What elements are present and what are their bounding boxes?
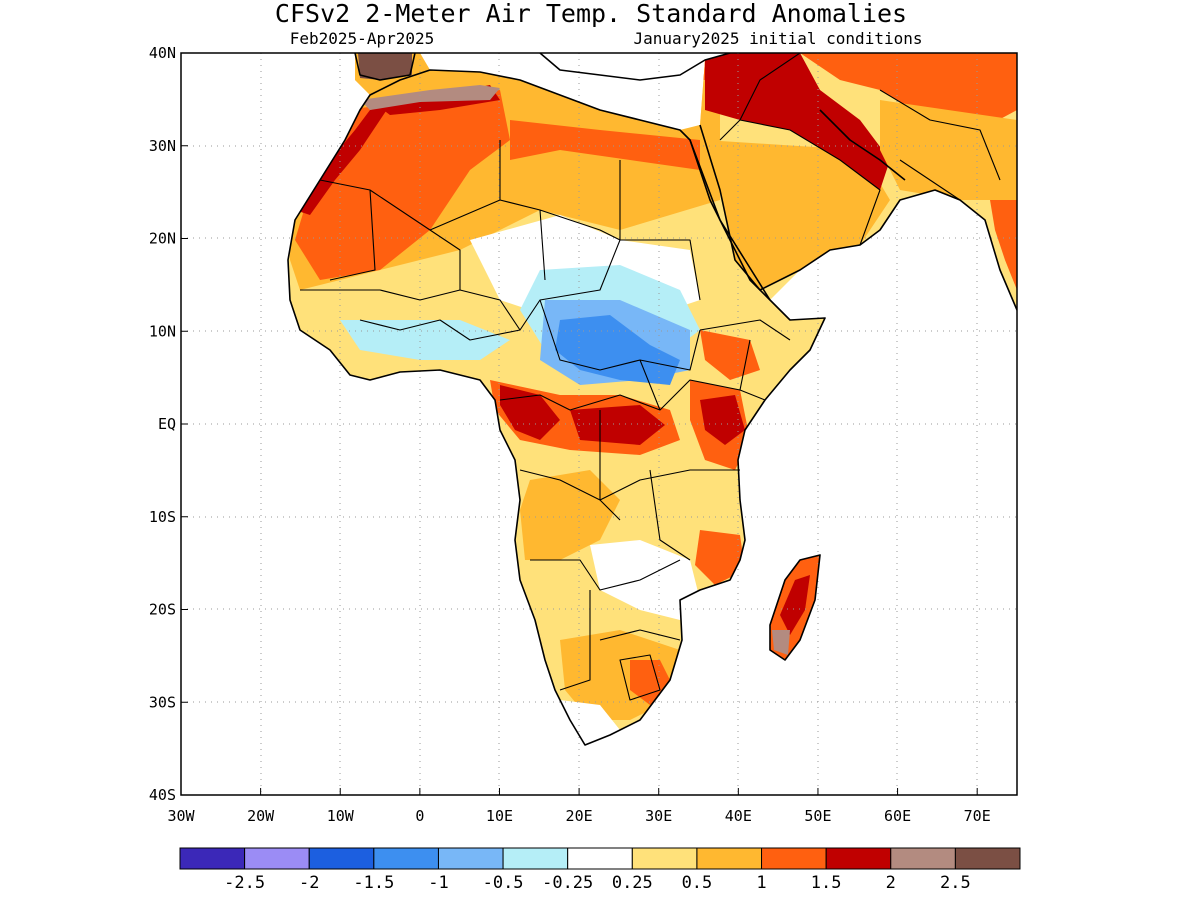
lon-tick-label: 40E — [725, 807, 752, 825]
region-east-africa-red — [700, 395, 745, 445]
region-northwest-darkbrown — [358, 53, 412, 80]
region-west-africa-cool — [340, 320, 510, 360]
colorbar-swatch — [437, 847, 504, 870]
region-sahel-cooler — [555, 315, 680, 385]
lat-tick-label: 40S — [149, 786, 176, 804]
mediterranean-coast — [354, 53, 731, 81]
colorbar-swatch — [825, 847, 892, 870]
colorbar-label: -2 — [299, 873, 319, 893]
region-persia-orange — [880, 100, 1017, 200]
gridlines — [181, 53, 1017, 795]
colorbar-label: 1.5 — [811, 873, 842, 893]
lat-tick-label: 20S — [149, 601, 176, 619]
region-middle-east-red — [705, 53, 890, 190]
lon-tick-label: 70E — [964, 807, 991, 825]
region-madagascar-red — [780, 575, 810, 635]
lat-tick-label: 30S — [149, 693, 176, 711]
region-west-coast-red — [295, 105, 390, 215]
lon-tick-label: 30W — [167, 807, 195, 825]
lon-tick-label: 10E — [486, 807, 513, 825]
colorbar-swatch — [308, 847, 375, 870]
colorbar-swatch — [179, 847, 246, 870]
colorbar-label: -0.5 — [483, 873, 524, 893]
region-mozambique-warm — [695, 530, 745, 585]
lon-tick-label: 0 — [415, 807, 424, 825]
region-congo-red — [500, 385, 665, 445]
country-borders — [300, 53, 1001, 701]
red-sea-coast — [689, 139, 771, 301]
forecast-period: Feb2025-Apr2025 — [290, 29, 435, 48]
page-title: CFSv2 2-Meter Air Temp. Standard Anomali… — [275, 0, 907, 28]
colorbar-label: -2.5 — [224, 873, 265, 893]
lon-tick-label: 50E — [804, 807, 831, 825]
lon-tick-label: 10W — [327, 807, 355, 825]
colorbar-swatch — [761, 847, 827, 870]
region-southern-africa-white — [590, 540, 700, 620]
latitude-axis: 40N 30N 20N 10N EQ 10S 20S 30S 40S — [149, 44, 188, 804]
region-libya-egypt-warm — [510, 120, 700, 170]
madagascar-coastline — [769, 554, 821, 661]
colorbar-label: 1 — [756, 873, 766, 893]
arabia-coastline — [699, 124, 1017, 311]
colorbar-swatch — [502, 847, 569, 870]
persian-gulf — [819, 109, 906, 181]
colorbar-label: 0.25 — [612, 873, 653, 893]
colorbar-swatch — [954, 847, 1021, 870]
lat-tick-label: 20N — [149, 230, 176, 248]
lat-tick-label: 40N — [149, 44, 176, 62]
colorbar-swatch — [696, 847, 763, 870]
lon-tick-label: 30E — [645, 807, 672, 825]
region-southern-africa-orange — [520, 470, 620, 560]
region-madagascar-brown — [772, 630, 790, 655]
colorbar-label: 2 — [886, 873, 896, 893]
lat-tick-label: 30N — [149, 137, 176, 155]
initial-conditions: January2025 initial conditions — [634, 29, 923, 48]
colorbar-swatch — [244, 847, 310, 870]
region-arabia-orange — [705, 140, 890, 290]
lon-tick-label: 20W — [247, 807, 275, 825]
lat-tick-label: 10S — [149, 508, 176, 526]
colorbar: -2.5 -2 -1.5 -1 -0.5 -0.25 0.25 0.5 1 1.5 2 2.5 — [179, 847, 1021, 893]
lon-tick-label: 20E — [566, 807, 593, 825]
colorbar-label: 0.5 — [682, 873, 713, 893]
region-india-warm — [990, 200, 1017, 290]
colorbar-swatch — [567, 847, 633, 870]
colorbar-swatch — [631, 847, 698, 870]
colorbar-label: 2.5 — [940, 873, 971, 893]
colorbar-label: -1 — [428, 873, 448, 893]
coastlines — [287, 53, 1017, 746]
lat-tick-label: 10N — [149, 322, 176, 340]
colorbar-label: -0.25 — [542, 873, 593, 893]
colorbar-swatch — [373, 847, 439, 870]
region-northwest-brown — [360, 85, 500, 110]
colorbar-label: -1.5 — [353, 873, 394, 893]
lat-tick-label: EQ — [158, 415, 176, 433]
longitude-axis: 30W 20W 10W 0 10E 20E 30E 40E 50E 60E 70E — [167, 788, 991, 825]
colorbar-swatch — [890, 847, 956, 870]
lon-tick-label: 60E — [884, 807, 911, 825]
